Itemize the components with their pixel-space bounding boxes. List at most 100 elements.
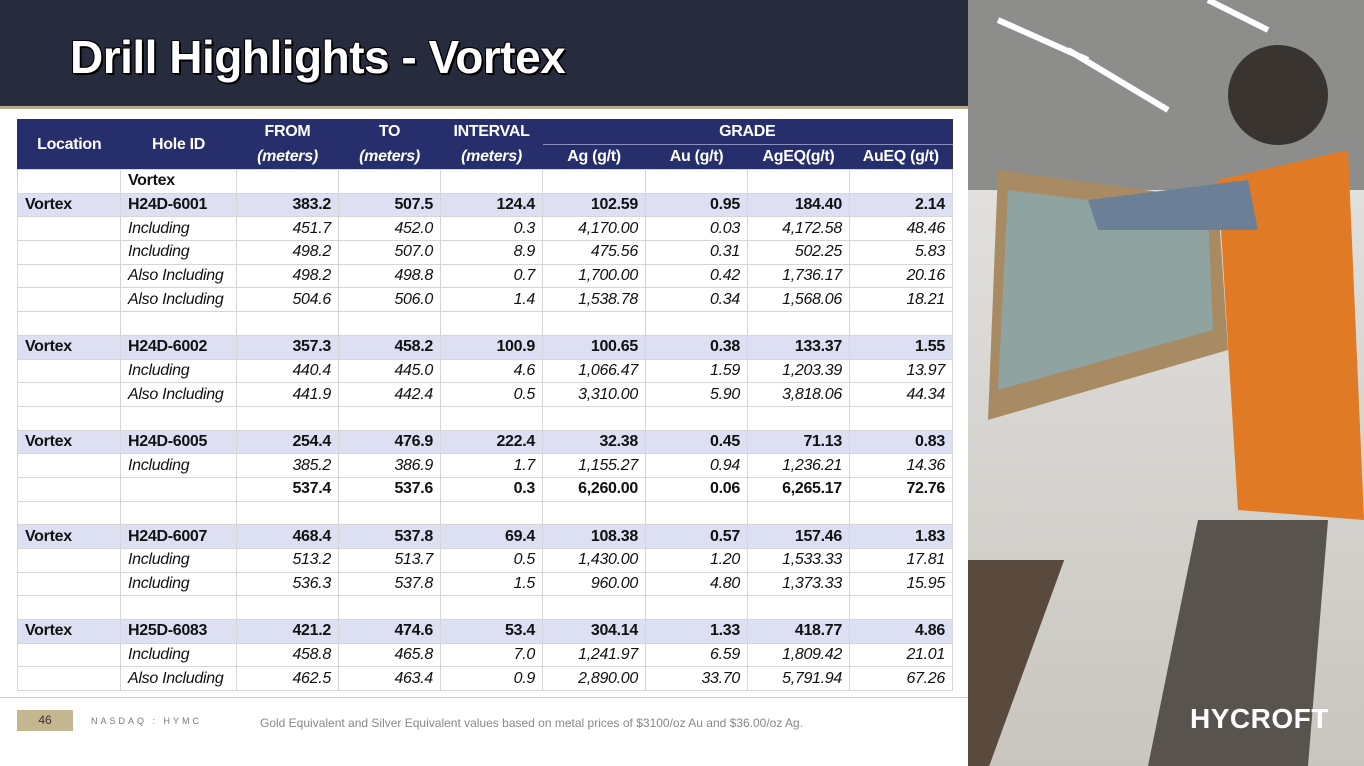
table-cell: 1,430.00 [542, 548, 646, 573]
footer-rule [0, 697, 968, 698]
table-cell: 474.6 [338, 619, 441, 644]
table-cell: 498.2 [236, 263, 339, 289]
table-cell [849, 595, 953, 621]
table-cell: Including [120, 240, 237, 265]
table-cell: 4,170.00 [542, 216, 646, 242]
table-cell [120, 311, 237, 336]
table-cell: 418.77 [747, 619, 850, 644]
table-cell: 7.0 [440, 642, 543, 668]
table-cell: 304.14 [542, 619, 646, 644]
table-cell: 1,736.17 [747, 263, 850, 289]
table-row: Vortex H24D-6001 383.2 507.5 124.4 102.59 0.95… [17, 192, 953, 218]
table-cell: 4,172.58 [747, 216, 850, 242]
table-cell: 506.0 [338, 287, 441, 313]
table-cell: 357.3 [236, 334, 339, 360]
table-row: Including 385.2 386.9 1.7 1,155.27 0.94 1,236.… [17, 453, 953, 478]
table-cell: 1,236.21 [747, 453, 850, 478]
table-cell: 385.2 [236, 453, 339, 478]
table-cell [440, 311, 543, 336]
table-cell: 8.9 [440, 240, 543, 265]
table-row: Also Including 441.9 442.4 0.5 3,310.00 5.90 3… [17, 382, 953, 407]
table-cell: Vortex [120, 169, 237, 194]
table-cell: 6,265.17 [747, 476, 850, 502]
table-cell: 537.8 [338, 524, 441, 549]
table-row: Vortex H24D-6007 468.4 537.8 69.4 108.38 0.57 1… [17, 524, 953, 549]
table-cell [849, 169, 953, 194]
unit-header: (meters) [440, 144, 543, 170]
table-cell: H24D-6005 [120, 429, 237, 455]
table-cell [645, 405, 748, 431]
table-cell [120, 476, 237, 502]
table-cell: 3,818.06 [747, 382, 850, 407]
table-row: Including 458.8 465.8 7.0 1,241.97 6.59 1,809.… [17, 642, 953, 668]
table-cell: 133.37 [747, 334, 850, 360]
table-cell [17, 500, 121, 526]
table-cell: 4.80 [645, 571, 748, 597]
table-cell: 498.8 [338, 263, 441, 289]
table-cell: 1.59 [645, 358, 748, 384]
table-cell: H25D-6083 [120, 619, 237, 644]
col-header: TO [338, 119, 441, 145]
table-cell: Including [120, 453, 237, 478]
drill-table: Location Hole ID FROM TO INTERVAL GRADE … [17, 119, 953, 692]
table-cell [17, 595, 121, 621]
table-cell: Including [120, 216, 237, 242]
table-cell: 18.21 [849, 287, 953, 313]
table-row: Vortex [17, 169, 953, 194]
table-cell [645, 595, 748, 621]
table-cell: 157.46 [747, 524, 850, 549]
table-cell: 1,373.33 [747, 571, 850, 597]
table-cell: 72.76 [849, 476, 953, 502]
table-cell [17, 571, 121, 597]
table-row: Including 451.7 452.0 0.3 4,170.00 0.03 4,172.… [17, 216, 953, 242]
table-cell: 6,260.00 [542, 476, 646, 502]
table-cell: H24D-6002 [120, 334, 237, 360]
table-cell: 441.9 [236, 382, 339, 407]
table-cell [17, 453, 121, 478]
table-cell: 17.81 [849, 548, 953, 573]
table-cell: Also Including [120, 287, 237, 313]
table-cell [17, 666, 121, 692]
table-row: Vortex H24D-6005 254.4 476.9 222.4 32.38 0.45 7… [17, 429, 953, 455]
table-cell [542, 311, 646, 336]
table-cell [236, 311, 339, 336]
table-cell: 0.7 [440, 263, 543, 289]
table-cell: 13.97 [849, 358, 953, 384]
table-cell: 458.2 [338, 334, 441, 360]
table-row [17, 500, 953, 526]
table-cell: 1.55 [849, 334, 953, 360]
table-cell: 1.5 [440, 571, 543, 597]
table-cell: 69.4 [440, 524, 543, 549]
col-header: GRADE [542, 119, 953, 145]
table-cell: 451.7 [236, 216, 339, 242]
grade-header: Ag (g/t) [542, 144, 646, 170]
table-cell: 4.86 [849, 619, 953, 644]
table-cell: 504.6 [236, 287, 339, 313]
unit-header: (meters) [338, 144, 441, 170]
table-cell: Vortex [17, 334, 121, 360]
table-cell [440, 405, 543, 431]
table-cell: 2.14 [849, 192, 953, 218]
table-cell: 1.83 [849, 524, 953, 549]
table-cell: 71.13 [747, 429, 850, 455]
table-cell: 0.38 [645, 334, 748, 360]
table-cell: 476.9 [338, 429, 441, 455]
table-cell: 2,890.00 [542, 666, 646, 692]
table-cell: 1.4 [440, 287, 543, 313]
logo: HYCROFT [1190, 703, 1329, 734]
table-cell [120, 595, 237, 621]
table-cell: 32.38 [542, 429, 646, 455]
table-cell [849, 405, 953, 431]
table-cell: 14.36 [849, 453, 953, 478]
table-cell: Also Including [120, 666, 237, 692]
table-cell: 0.9 [440, 666, 543, 692]
table-cell: 421.2 [236, 619, 339, 644]
grade-header: AuEQ (g/t) [849, 144, 953, 170]
table-cell [440, 595, 543, 621]
table-cell [120, 500, 237, 526]
table-cell: 498.2 [236, 240, 339, 265]
table-cell: 507.5 [338, 192, 441, 218]
table-cell: 452.0 [338, 216, 441, 242]
table-cell: 108.38 [542, 524, 646, 549]
table-cell: 5,791.94 [747, 666, 850, 692]
